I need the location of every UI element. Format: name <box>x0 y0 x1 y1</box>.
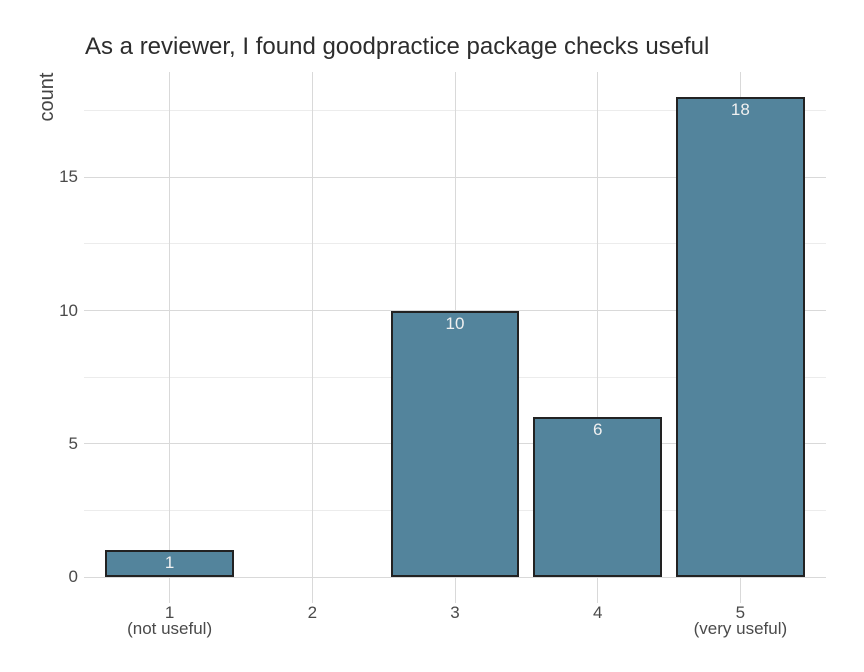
x-tick-number: 1 <box>164 603 175 622</box>
bar-value-label: 1 <box>164 553 175 573</box>
y-tick-label: 10 <box>59 300 78 320</box>
x-tick-label: 5 (very useful) <box>670 603 810 638</box>
bar-category-4: 6 <box>533 417 662 577</box>
gridline-vertical <box>311 72 313 603</box>
x-tick-label: 4 <box>528 603 668 622</box>
x-tick-label: 2 <box>242 603 382 622</box>
x-tick-label: 1 (not useful) <box>100 603 240 638</box>
chart-title: As a reviewer, I found goodpractice pack… <box>85 33 710 60</box>
bar-value-label: 18 <box>730 100 750 120</box>
x-tick-number: 4 <box>592 603 603 622</box>
bar-value-label: 6 <box>592 420 603 440</box>
y-tick-label: 0 <box>68 567 78 586</box>
y-tick-label: 5 <box>68 433 78 453</box>
bar-category-1: 1 <box>105 550 234 577</box>
x-tick-number: 5 <box>735 603 746 622</box>
x-tick-label: 3 <box>385 603 525 622</box>
x-tick-number: 3 <box>450 603 460 622</box>
bar-value-label: 10 <box>445 313 465 333</box>
bar-category-3: 10 <box>390 310 520 577</box>
x-tick-sublabel: (not useful) <box>127 619 213 638</box>
y-axis-title: count <box>36 72 58 122</box>
y-tick-label: 15 <box>59 167 78 187</box>
x-tick-sublabel: (very useful) <box>693 619 788 638</box>
gridline-vertical <box>169 72 171 603</box>
x-tick-number: 2 <box>307 603 318 622</box>
bar-category-5: 18 <box>676 97 805 577</box>
gridline-vertical <box>597 72 599 603</box>
